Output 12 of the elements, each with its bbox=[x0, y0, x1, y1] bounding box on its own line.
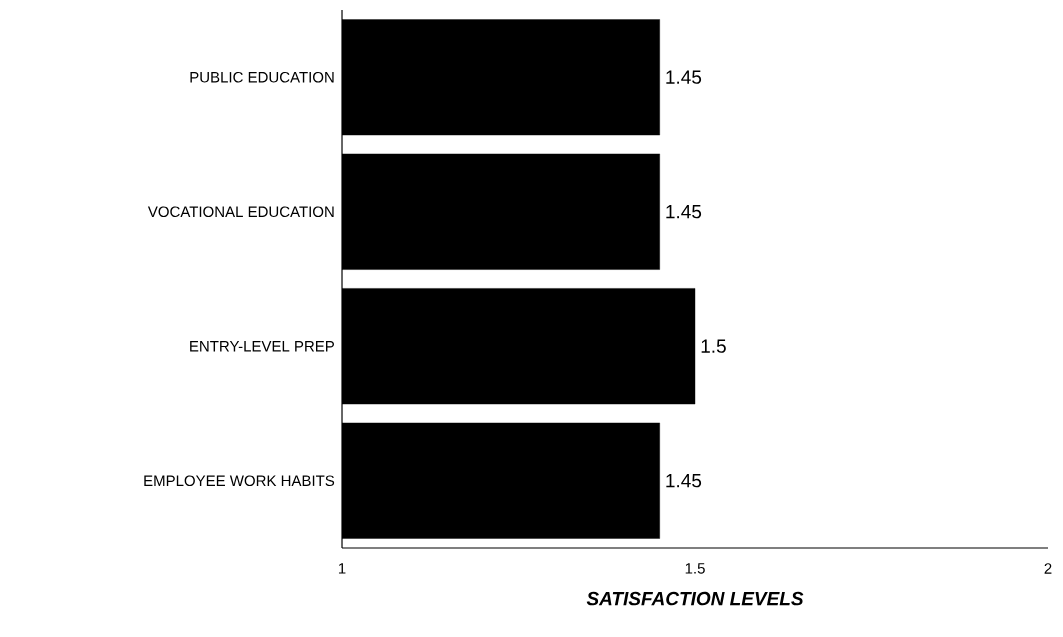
x-tick-label: 1 bbox=[338, 563, 346, 574]
x-tick-label: 2 bbox=[1044, 563, 1052, 574]
x-axis-title: SATISFACTION LEVELS bbox=[586, 591, 804, 606]
y-tick-label: ENTRY-LEVEL PREP bbox=[190, 341, 334, 352]
x-tick-label: 1.5 bbox=[685, 563, 705, 574]
y-tick-label: EMPLOYEE WORK HABITS bbox=[144, 475, 335, 487]
data-label: 1.45 bbox=[666, 70, 702, 84]
data-label: 1.45 bbox=[666, 474, 702, 488]
y-tick-label: VOCATIONAL EDUCATION bbox=[147, 206, 334, 218]
data-label: 1.45 bbox=[666, 205, 702, 219]
y-tick-label: PUBLIC EDUCATION bbox=[190, 71, 334, 83]
data-label: 1.5 bbox=[701, 339, 726, 353]
